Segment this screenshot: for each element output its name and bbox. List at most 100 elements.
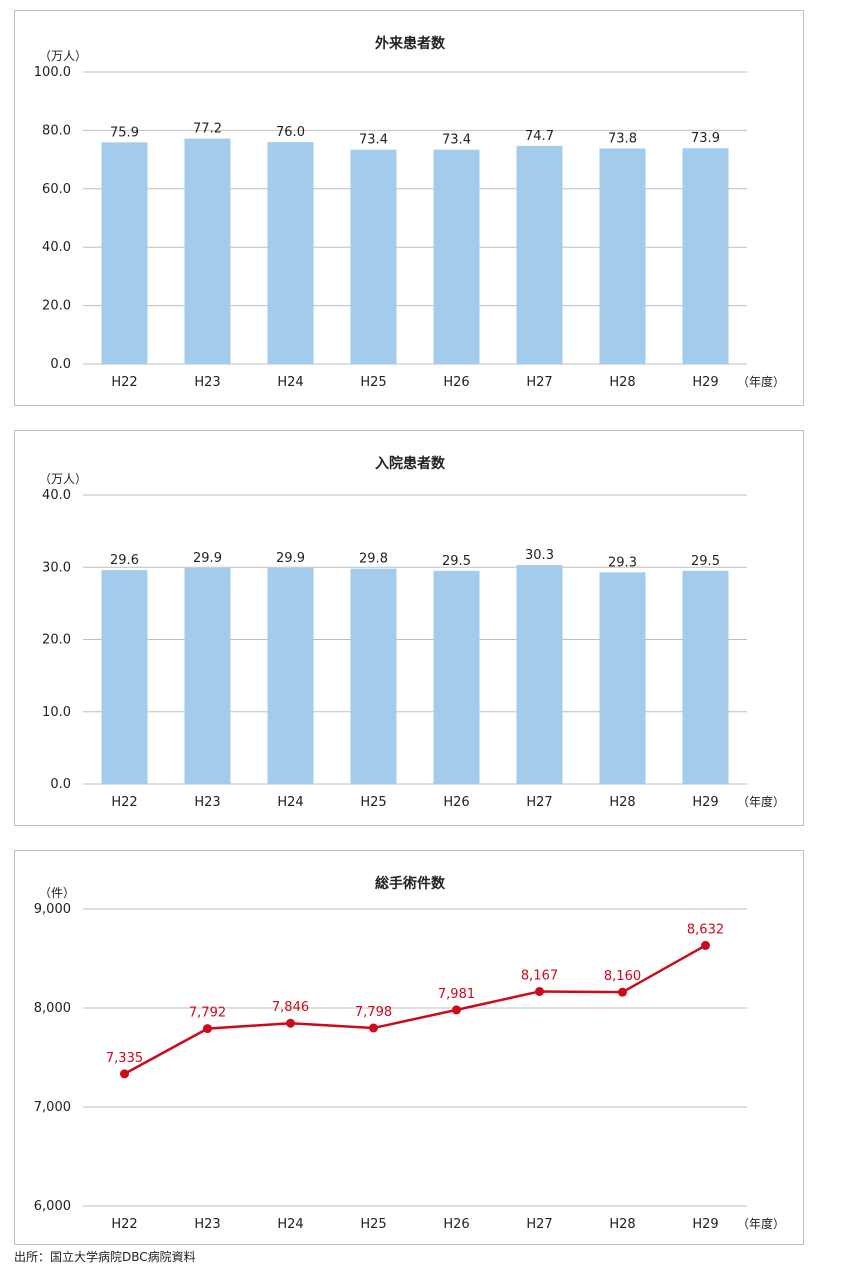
data-point <box>618 987 627 997</box>
x-unit-label: （年度） <box>737 1216 785 1231</box>
data-label: 29.9 <box>276 551 305 566</box>
bar <box>516 145 563 364</box>
data-label: 73.9 <box>691 131 720 146</box>
x-tick-label: H28 <box>609 795 635 810</box>
bar <box>184 567 231 784</box>
y-unit-label: （万人） <box>39 49 87 63</box>
x-tick-label: H26 <box>443 795 469 810</box>
y-tick-label: 9,000 <box>34 902 71 917</box>
y-tick-label: 30.0 <box>42 560 71 575</box>
x-tick-label: H23 <box>194 795 220 810</box>
chart-title: 入院患者数 <box>375 455 446 472</box>
bar <box>433 149 480 364</box>
surgery-chart: 総手術件数 （件） 6,000 7,000 8,000 9,000 H22 H23 H24 H25… <box>34 875 785 1232</box>
bar <box>101 142 148 364</box>
data-point <box>203 1024 212 1034</box>
x-tick-label: H27 <box>526 1217 552 1232</box>
x-tick-label: H23 <box>194 375 220 390</box>
bar <box>267 142 314 364</box>
x-tick-label: H26 <box>443 1217 469 1232</box>
source-note: 出所：国立大学病院DBC病院資料 <box>14 1250 196 1264</box>
data-point <box>701 940 710 950</box>
data-label: 7,798 <box>355 1005 392 1020</box>
y-tick-label: 80.0 <box>42 123 71 138</box>
chart-title: 外来患者数 <box>375 35 446 52</box>
data-label: 29.8 <box>359 552 388 567</box>
data-label: 75.9 <box>110 125 139 140</box>
bar <box>184 138 231 364</box>
x-tick-label: H29 <box>692 1217 718 1232</box>
bar <box>101 570 148 784</box>
x-unit-label: （年度） <box>737 374 785 389</box>
data-point <box>369 1023 378 1033</box>
data-label: 73.4 <box>359 133 388 148</box>
y-tick-label: 20.0 <box>42 633 71 648</box>
bar <box>267 567 314 784</box>
y-tick-label: 0.0 <box>50 777 71 792</box>
x-tick-label: H29 <box>692 795 718 810</box>
x-tick-label: H26 <box>443 375 469 390</box>
x-tick-label: H28 <box>609 375 635 390</box>
chart-title: 総手術件数 <box>375 875 446 892</box>
data-label: 30.3 <box>525 548 554 563</box>
inpatient-chart-panel: 入院患者数 （万人） 0.0 10.0 20.0 30.0 40.0 H22 H23 H24 H25… <box>14 430 804 826</box>
data-label: 8,160 <box>604 969 641 984</box>
x-tick-label: H25 <box>360 795 386 810</box>
outpatient-chart: 外来患者数 （万人） 0.0 20.0 40.0 60.0 80.0 100.0 H22 H23 H… <box>34 35 785 390</box>
x-tick-label: H22 <box>111 375 137 390</box>
inpatient-chart: 入院患者数 （万人） 0.0 10.0 20.0 30.0 40.0 H22 H23 H24 H25… <box>39 455 785 810</box>
y-tick-label: 60.0 <box>42 182 71 197</box>
x-tick-label: H25 <box>360 1217 386 1232</box>
bar <box>682 570 729 784</box>
data-point <box>452 1005 461 1015</box>
y-tick-label: 20.0 <box>42 299 71 314</box>
data-label: 73.8 <box>608 132 637 147</box>
x-tick-label: H24 <box>277 795 303 810</box>
data-label: 7,846 <box>272 1000 309 1015</box>
data-label: 29.9 <box>193 551 222 566</box>
data-label: 7,792 <box>189 1006 226 1021</box>
y-tick-label: 6,000 <box>34 1199 71 1214</box>
bar <box>350 149 397 364</box>
data-label: 29.5 <box>442 554 471 569</box>
x-tick-label: H28 <box>609 1217 635 1232</box>
data-label: 77.2 <box>193 122 222 137</box>
data-label: 8,632 <box>687 922 724 937</box>
x-unit-label: （年度） <box>737 794 785 809</box>
data-label: 7,335 <box>106 1051 143 1066</box>
y-unit-label: （万人） <box>39 472 87 486</box>
data-label: 7,981 <box>438 987 475 1002</box>
x-tick-label: H22 <box>111 795 137 810</box>
x-tick-label: H24 <box>277 1217 303 1232</box>
y-tick-label: 10.0 <box>42 705 71 720</box>
data-label: 29.5 <box>691 554 720 569</box>
bar <box>350 568 397 784</box>
bar <box>599 148 646 364</box>
x-tick-label: H27 <box>526 795 552 810</box>
x-tick-label: H22 <box>111 1217 137 1232</box>
y-tick-label: 40.0 <box>42 488 71 503</box>
data-label: 76.0 <box>276 125 305 140</box>
data-label: 8,167 <box>521 968 558 983</box>
x-tick-label: H23 <box>194 1217 220 1232</box>
y-tick-label: 7,000 <box>34 1100 71 1115</box>
y-unit-label: （件） <box>39 886 75 900</box>
y-tick-label: 0.0 <box>50 357 71 372</box>
outpatient-chart-panel: 外来患者数 （万人） 0.0 20.0 40.0 60.0 80.0 100.0 H22 H23 H… <box>14 10 804 406</box>
bar <box>516 565 563 784</box>
data-point <box>286 1018 295 1028</box>
data-label: 29.3 <box>608 555 637 570</box>
x-tick-label: H27 <box>526 375 552 390</box>
y-tick-label: 8,000 <box>34 1001 71 1016</box>
series-line <box>123 944 707 1075</box>
data-label: 73.4 <box>442 133 471 148</box>
bar <box>433 570 480 784</box>
data-point <box>535 986 544 996</box>
x-tick-label: H25 <box>360 375 386 390</box>
x-tick-label: H29 <box>692 375 718 390</box>
bar <box>682 148 729 364</box>
x-tick-label: H24 <box>277 375 303 390</box>
data-point <box>120 1069 129 1079</box>
bar <box>599 572 646 784</box>
surgery-chart-panel: 総手術件数 （件） 6,000 7,000 8,000 9,000 H22 H23 H24 H25… <box>14 850 804 1245</box>
